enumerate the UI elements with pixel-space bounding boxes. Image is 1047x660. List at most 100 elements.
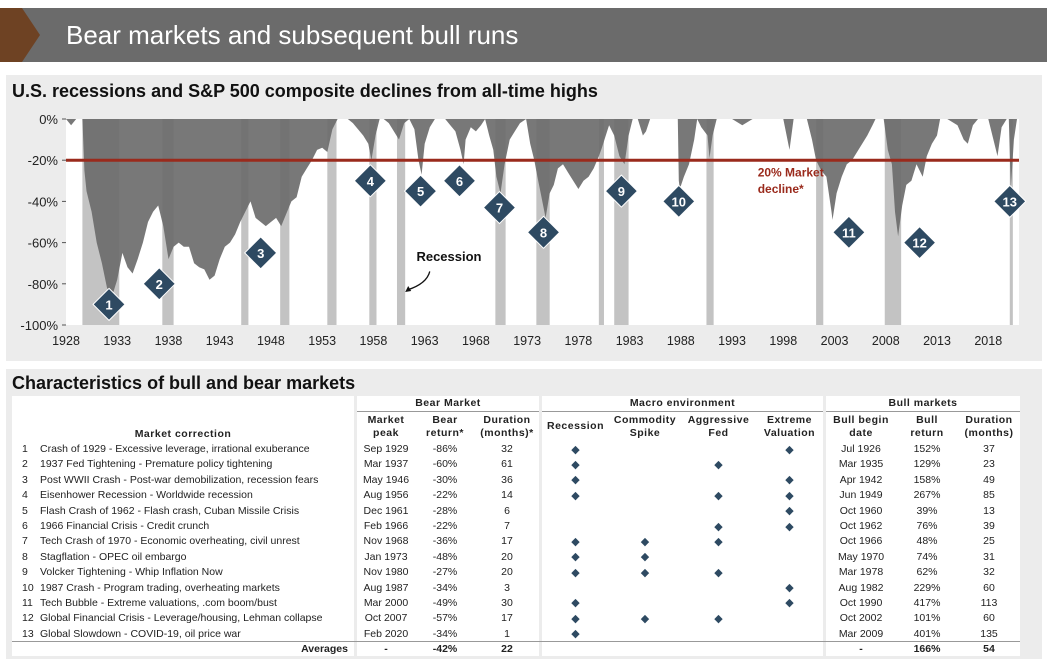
x-tick-label: 2018 [974,334,1002,348]
row-number: 8 [12,549,36,565]
x-tick-label: 2008 [872,334,900,348]
row-bull-return: 267% [896,487,958,503]
row-fed [681,579,756,596]
x-tick-label: 1933 [103,334,131,348]
row-valuation [756,626,823,642]
table-row: 7 Tech Crash of 1970 - Economic overheati… [12,533,1020,550]
chevron-icon [22,8,40,62]
row-fed [681,502,756,519]
recession-band [369,119,377,325]
row-commodity [609,441,681,457]
row-bull-date: Oct 1990 [826,595,896,611]
row-commodity: ◆ [609,549,681,565]
row-number: 13 [12,626,36,642]
marker-diamond [662,184,696,219]
row-bull-return: 158% [896,472,958,488]
threshold-label-line1: 20% Market [758,166,824,180]
header-bull-duration: Duration (months) [958,411,1020,442]
bull-bear-table: Bear Market Macro environment Bull marke… [12,396,1020,657]
row-description: Post WWII Crash - Post-war demobilizatio… [36,472,354,488]
row-description: Tech Crash of 1970 - Economic overheatin… [36,533,354,550]
header-correction: Market correction [12,411,354,442]
y-tick-label: -40% [28,194,59,209]
row-bear-duration: 17 [475,610,539,627]
row-bull-date: Oct 1966 [826,533,896,550]
marker-diamond [902,225,937,260]
row-bear-duration: 20 [475,564,539,580]
row-bull-date: Mar 1978 [826,564,896,580]
x-tick-label: 1993 [718,334,746,348]
marker-label: 9 [618,184,625,199]
row-bear-return: -86% [415,441,475,457]
y-tick-label: -80% [28,277,59,292]
recession-arrowhead [405,286,412,293]
row-description: Eisenhower Recession - Worldwide recessi… [36,487,354,503]
row-recession: ◆ [542,626,609,642]
row-commodity: ◆ [609,533,681,550]
row-peak: Nov 1980 [357,564,415,580]
row-number: 2 [12,456,36,473]
recession-band [706,119,714,325]
recession-band [241,119,249,325]
y-tick-label: -100% [20,318,58,333]
row-fed: ◆ [681,456,756,473]
row-bear-return: -30% [415,472,475,488]
recession-band [816,119,824,325]
row-bull-return: 62% [896,564,958,580]
y-tick-label: -60% [28,236,59,251]
x-tick-label: 1953 [308,334,336,348]
row-bear-return: -28% [415,502,475,519]
row-bull-duration: 32 [958,564,1020,580]
row-fed: ◆ [681,610,756,627]
row-bear-duration: 61 [475,456,539,473]
recession-band [598,119,604,325]
marker-diamond [482,190,517,225]
averages-label: Averages [12,641,354,657]
row-commodity [609,579,681,596]
row-number: 12 [12,610,36,627]
row-peak: Jan 1973 [357,549,415,565]
row-number: 7 [12,533,36,550]
x-tick-label: 1998 [769,334,797,348]
x-tick-label: 1963 [411,334,439,348]
row-peak: Mar 2000 [357,595,415,611]
table-row: 3 Post WWII Crash - Post-war demobilizati… [12,472,1020,488]
row-commodity: ◆ [609,610,681,627]
row-peak: May 1946 [357,472,415,488]
group-bear: Bear Market [357,396,539,412]
row-description: 1987 Crash - Program trading, overheatin… [36,579,354,596]
row-recession [542,502,609,519]
table-row: 1 Crash of 1929 - Excessive leverage, irr… [12,441,1020,457]
avg-bull-date: - [826,641,896,657]
table-row: 11 Tech Bubble - Extreme valuations, .com… [12,595,1020,611]
marker-diamond [353,164,388,198]
table-panel: Characteristics of bull and bear markets… [6,369,1042,659]
row-valuation: ◆ [756,472,823,488]
row-bull-duration: 13 [958,502,1020,519]
row-bear-return: -36% [415,533,475,550]
row-bear-return: -34% [415,579,475,596]
row-recession: ◆ [542,595,609,611]
row-bull-date: Oct 2002 [826,610,896,627]
row-bull-duration: 39 [958,518,1020,534]
row-description: Global Slowdown - COVID-19, oil price wa… [36,626,354,642]
marker-label: 11 [842,225,856,240]
title-banner: Bear markets and subsequent bull runs [0,8,1047,62]
x-tick-label: 2003 [821,334,849,348]
y-tick-label: -20% [28,153,59,168]
marker-diamond [92,287,126,322]
row-bull-duration: 23 [958,456,1020,473]
row-fed [681,549,756,565]
avg-peak: - [357,641,415,657]
recession-arrow [407,271,431,291]
row-description: 1966 Financial Crisis - Credit crunch [36,518,354,534]
x-tick-label: 1938 [155,334,183,348]
row-recession: ◆ [542,549,609,565]
row-recession: ◆ [542,533,609,550]
x-tick-label: 1973 [513,334,541,348]
row-recession: ◆ [542,487,609,503]
row-bull-return: 152% [896,441,958,457]
row-bull-return: 417% [896,595,958,611]
row-number: 6 [12,518,36,534]
row-bear-duration: 20 [475,549,539,565]
